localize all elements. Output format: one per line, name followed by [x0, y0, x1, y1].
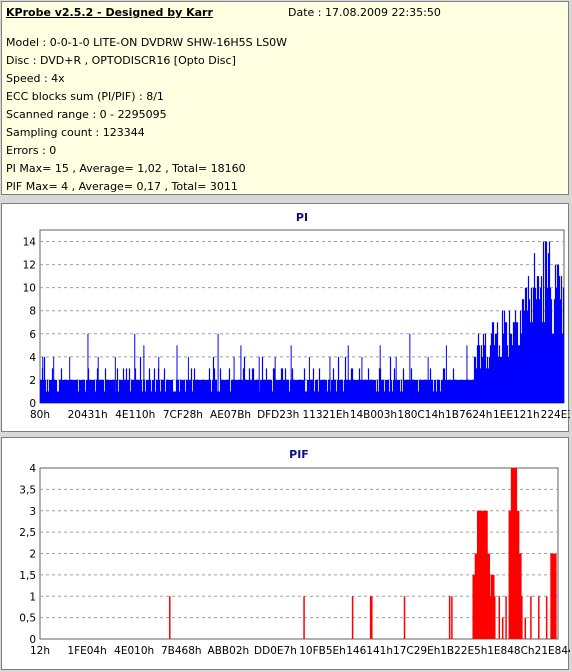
pif-bar [505, 596, 507, 639]
x-tick-label: 224E3Eh [541, 409, 570, 421]
app-title: KProbe v2.5.2 - Designed by Karr [6, 6, 213, 19]
y-tick-label: 8 [29, 306, 36, 318]
pif-bar [371, 596, 373, 639]
x-tick-label: 7B468h [161, 645, 202, 657]
x-tick-label: 1B7624h [445, 409, 492, 421]
y-tick-label: 12 [23, 260, 36, 272]
x-tick-label: 146141h [346, 645, 393, 657]
pif-bar [524, 617, 527, 639]
pi-stats-line: PI Max= 15 , Average= 1,02 , Total= 1816… [6, 162, 246, 175]
y-tick-label: 6 [29, 329, 36, 341]
pif-bar [486, 553, 491, 639]
x-tick-label: 180C14h [397, 409, 444, 421]
pif-bar [403, 596, 406, 639]
speed-line: Speed : 4x [6, 72, 65, 85]
x-tick-label: 10FB5Eh [299, 645, 346, 657]
y-tick-label: 2,5 [19, 527, 36, 539]
pif-bar [303, 596, 305, 639]
chart-title: PIF [289, 448, 309, 461]
pif-bar [448, 596, 451, 639]
x-tick-label: 4E110h [115, 409, 155, 421]
pif-bar [538, 596, 540, 639]
pi-chart: 0 2 4 6 8 10 12 14 80h 20431h 4E110h 7CF28h AE07Bh DF… [23, 211, 570, 421]
x-tick-label: 1B22E5h [440, 645, 487, 657]
range-line: Scanned range : 0 - 2295095 [6, 108, 167, 121]
pif-bar [476, 510, 481, 639]
x-tick-label: AE07Bh [210, 409, 251, 421]
x-tick-label: 21E844h [535, 645, 570, 657]
x-tick-label: 14B003h [350, 409, 397, 421]
pif-bar [351, 596, 354, 639]
pif-bar [451, 596, 453, 639]
y-tick-label: 1,5 [19, 570, 36, 582]
pif-stats-line: PIF Max= 4 , Average= 0,17 , Total= 3011 [6, 180, 238, 193]
pif-bar [494, 596, 496, 639]
x-tick-label: 1FE04h [67, 645, 106, 657]
x-tick-label: 12h [30, 645, 50, 657]
sampling-line: Sampling count : 123344 [6, 126, 145, 139]
x-tick-label: 7CF28h [163, 409, 203, 421]
x-tick-label: DFD23h [257, 409, 299, 421]
pif-bar [530, 596, 532, 639]
disc-line: Disc : DVD+R , OPTODISCR16 [Opto Disc] [6, 54, 236, 67]
errors-line: Errors : 0 [6, 144, 57, 157]
x-tick-label: 20431h [68, 409, 108, 421]
y-tick-label: 3 [29, 506, 36, 518]
x-tick-label: 1E848Ch [487, 645, 534, 657]
ecc-line: ECC blocks sum (PI/PIF) : 8/1 [6, 90, 164, 103]
x-tick-label: 1EE121h [493, 409, 540, 421]
pi-chart-panel: 0 2 4 6 8 10 12 14 80h 20431h 4E110h 7CF28h AE07Bh DF… [1, 203, 570, 432]
pif-bar [369, 596, 372, 639]
y-tick-label: 0 [29, 398, 36, 410]
chart-title: PI [296, 211, 308, 224]
pif-bar [498, 596, 501, 639]
pif-bar [480, 510, 485, 639]
x-tick-label: DD0E7h [254, 645, 297, 657]
pif-bar [483, 510, 488, 639]
pif-bar [472, 574, 477, 639]
pif-series [169, 468, 557, 639]
y-tick-label: 4 [29, 463, 36, 475]
pif-bar [550, 553, 555, 639]
pif-bar [501, 617, 504, 639]
pif-bar [545, 596, 548, 639]
y-tick-label: 10 [23, 283, 36, 295]
y-tick-label: 2 [29, 549, 36, 561]
y-tick-label: 1 [29, 591, 36, 603]
info-panel: KProbe v2.5.2 - Designed by Karr Date : … [1, 1, 569, 195]
pif-bar [490, 574, 495, 639]
pif-bar [474, 553, 479, 639]
y-tick-label: 4 [29, 352, 36, 364]
pif-chart-panel: 0 0,5 1 1,5 2 2,5 3 3,5 4 12h 1FE04h 4E010h 7B468h AB… [1, 437, 570, 670]
pif-bar [513, 468, 518, 639]
pif-bar [517, 553, 522, 639]
pif-bar [515, 510, 520, 639]
y-tick-label: 2 [29, 375, 36, 387]
y-tick-label: 0 [29, 634, 36, 646]
x-tick-label: 4E010h [114, 645, 154, 657]
pif-bar [489, 596, 492, 639]
y-tick-label: 0,5 [19, 613, 36, 625]
x-tick-label: ABB02h [208, 645, 250, 657]
y-tick-label: 3,5 [19, 484, 36, 496]
pi-series [39, 241, 565, 403]
x-tick-label: 11321Eh [302, 409, 349, 421]
pif-bar [169, 596, 171, 639]
x-tick-label: 17C29Eh [393, 645, 440, 657]
pif-chart: 0 0,5 1 1,5 2 2,5 3 3,5 4 12h 1FE04h 4E010h 7B468h AB… [19, 448, 570, 657]
pif-bar [552, 553, 557, 639]
pif-bar [510, 468, 515, 639]
pif-bar [508, 510, 513, 639]
scan-date: Date : 17.08.2009 22:35:50 [288, 6, 441, 19]
pif-bar [521, 596, 523, 639]
x-tick-label: 80h [30, 409, 50, 421]
model-line: Model : 0-0-1-0 LITE-ON DVDRW SHW-16H5S … [6, 36, 288, 49]
y-tick-label: 14 [23, 237, 37, 249]
